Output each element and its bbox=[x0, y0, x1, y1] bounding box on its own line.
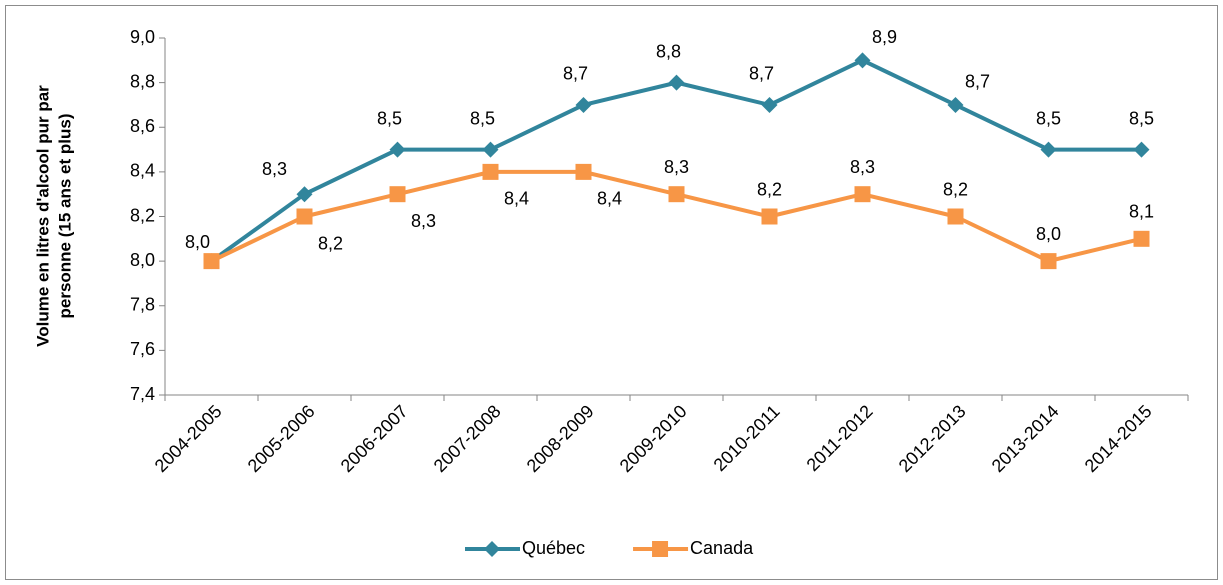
data-label: 8,3 bbox=[262, 159, 287, 179]
data-point bbox=[1133, 141, 1150, 158]
data-point bbox=[575, 96, 592, 113]
data-point bbox=[575, 163, 592, 180]
y-tick-label: 8,0 bbox=[130, 250, 155, 270]
legend-marker bbox=[652, 541, 669, 557]
legend-label: Québec bbox=[522, 538, 585, 558]
data-label: 8,1 bbox=[1129, 202, 1154, 222]
data-label: 8,5 bbox=[1129, 108, 1154, 128]
data-label: 8,3 bbox=[664, 157, 689, 177]
y-tick-label: 8,2 bbox=[130, 205, 155, 225]
data-point bbox=[296, 186, 313, 203]
data-point bbox=[1040, 253, 1057, 270]
legend-marker bbox=[484, 541, 500, 557]
data-point bbox=[389, 141, 406, 158]
data-label: 8,5 bbox=[1036, 108, 1061, 128]
data-label: 8,0 bbox=[185, 232, 210, 252]
legend-label: Canada bbox=[690, 538, 754, 558]
data-label: 8,2 bbox=[757, 179, 782, 199]
data-label: 8,5 bbox=[470, 108, 495, 128]
y-axis-title-line: personne (15 ans et plus) bbox=[55, 114, 74, 319]
data-label: 8,5 bbox=[377, 108, 402, 128]
data-label: 8,8 bbox=[656, 41, 681, 61]
data-point bbox=[854, 186, 871, 203]
data-label: 8,3 bbox=[850, 157, 875, 177]
y-tick-label: 8,8 bbox=[130, 71, 155, 91]
chart-border bbox=[5, 5, 1218, 580]
y-tick-label: 7,4 bbox=[130, 384, 155, 404]
data-point bbox=[1040, 141, 1057, 158]
y-axis-title-line: Volume en litres d'alcool pur par bbox=[33, 85, 52, 347]
data-point bbox=[1133, 230, 1150, 247]
y-tick-label: 9,0 bbox=[130, 27, 155, 47]
data-label: 8,7 bbox=[965, 72, 990, 92]
y-tick-label: 8,6 bbox=[130, 116, 155, 136]
data-label: 8,0 bbox=[185, 232, 210, 252]
data-point bbox=[947, 96, 964, 113]
data-point bbox=[668, 74, 685, 91]
y-tick-label: 8,4 bbox=[130, 161, 155, 181]
data-label: 8,4 bbox=[597, 189, 622, 209]
data-label: 8,7 bbox=[749, 64, 774, 84]
data-label: 8,4 bbox=[504, 189, 529, 209]
data-point bbox=[854, 52, 871, 69]
y-axis-title: Volume en litres d'alcool pur par person… bbox=[33, 85, 74, 347]
data-point bbox=[203, 253, 220, 270]
data-point bbox=[761, 208, 778, 225]
data-label: 8,7 bbox=[563, 64, 588, 84]
data-point bbox=[668, 186, 685, 203]
data-point bbox=[389, 186, 406, 203]
data-point bbox=[761, 96, 778, 113]
y-tick-label: 7,8 bbox=[130, 295, 155, 315]
data-label: 8,2 bbox=[318, 233, 343, 253]
data-point bbox=[296, 208, 313, 225]
data-point bbox=[482, 163, 499, 180]
data-label: 8,9 bbox=[872, 27, 897, 47]
y-tick-label: 7,6 bbox=[130, 339, 155, 359]
data-label: 8,3 bbox=[411, 211, 436, 231]
data-point bbox=[947, 208, 964, 225]
data-label: 8,0 bbox=[1036, 224, 1061, 244]
data-point bbox=[482, 141, 499, 158]
data-label: 8,2 bbox=[943, 179, 968, 199]
